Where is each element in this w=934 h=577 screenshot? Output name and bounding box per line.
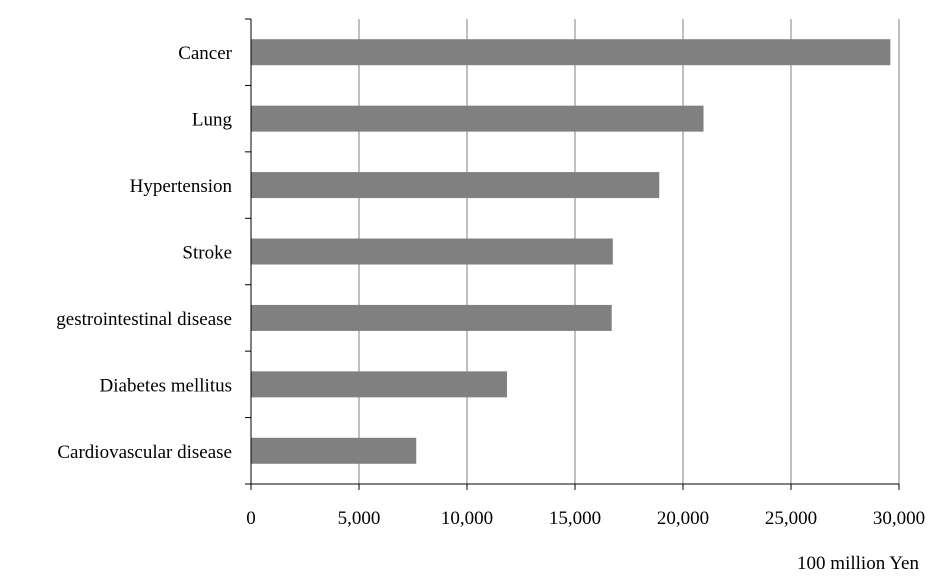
x-tick-label: 25,000 [765,508,817,529]
bar [251,105,704,132]
x-tick-label: 10,000 [441,508,493,529]
category-label: Cardiovascular disease [57,442,232,463]
category-label: Stroke [182,243,232,264]
x-axis-unit-label: 100 million Yen [797,553,919,574]
category-label: Lung [192,110,233,131]
x-tick-label: 5,000 [338,508,381,529]
bars [251,39,891,464]
bar [251,371,507,398]
category-label: Cancer [178,43,232,64]
bar [251,238,613,265]
category-label: Diabetes mellitus [100,375,232,396]
x-tick-labels: 0 5,000 10,000 15,000 20,000 25,000 30,000 [246,508,925,529]
axes [245,18,900,490]
x-tick-label: 15,000 [549,508,601,529]
category-label: gestrointestinal disease [56,309,232,330]
bar [251,304,612,331]
x-tick-label: 30,000 [873,508,925,529]
category-labels: Cancer Lung Hypertension Stroke gestrointest… [56,43,232,463]
bar [251,39,891,66]
bar [251,437,417,464]
bar [251,172,660,199]
x-tick-label: 0 [246,508,256,529]
x-tick-label: 20,000 [657,508,709,529]
category-label: Hypertension [130,176,233,197]
